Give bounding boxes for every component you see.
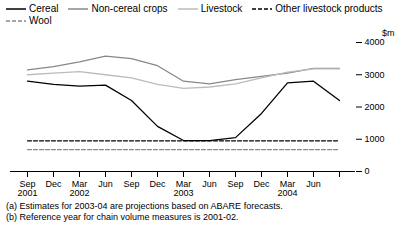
html-text:Wool: Wool bbox=[29, 15, 52, 26]
svg-text:Sep: Sep bbox=[227, 179, 243, 189]
html-text:Cereal: Cereal bbox=[29, 3, 59, 14]
svg-text:Jun: Jun bbox=[202, 179, 217, 189]
svg-text:1000: 1000 bbox=[365, 134, 385, 144]
html-text:Non-cereal crops: Non-cereal crops bbox=[91, 3, 168, 14]
html-text:Livestock: Livestock bbox=[200, 3, 243, 14]
svg-text:Dec: Dec bbox=[253, 179, 270, 189]
svg-text:Mar2003: Mar2003 bbox=[173, 179, 193, 198]
svg-text:0: 0 bbox=[365, 166, 370, 176]
html-text:(b) Reference year for chain v: (b) Reference year for chain volume meas… bbox=[6, 212, 239, 222]
svg-text:Jun: Jun bbox=[98, 179, 113, 189]
svg-text:Dec: Dec bbox=[149, 179, 166, 189]
svg-text:Mar2002: Mar2002 bbox=[69, 179, 89, 198]
html-text:(a) Estimates for 2003-04 are: (a) Estimates for 2003-04 are projection… bbox=[6, 201, 283, 211]
svg-text:Jun: Jun bbox=[306, 179, 321, 189]
svg-text:4000: 4000 bbox=[365, 37, 385, 47]
html-text:Other livestock products: Other livestock products bbox=[275, 3, 383, 14]
svg-text:2000: 2000 bbox=[365, 102, 385, 112]
svg-text:Sep: Sep bbox=[123, 179, 139, 189]
svg-text:3000: 3000 bbox=[365, 70, 385, 80]
svg-text:Sep2001: Sep2001 bbox=[17, 179, 37, 198]
svg-text:Mar2004: Mar2004 bbox=[277, 179, 297, 198]
svg-text:Dec: Dec bbox=[45, 179, 62, 189]
svg-text:$m: $m bbox=[382, 28, 395, 38]
